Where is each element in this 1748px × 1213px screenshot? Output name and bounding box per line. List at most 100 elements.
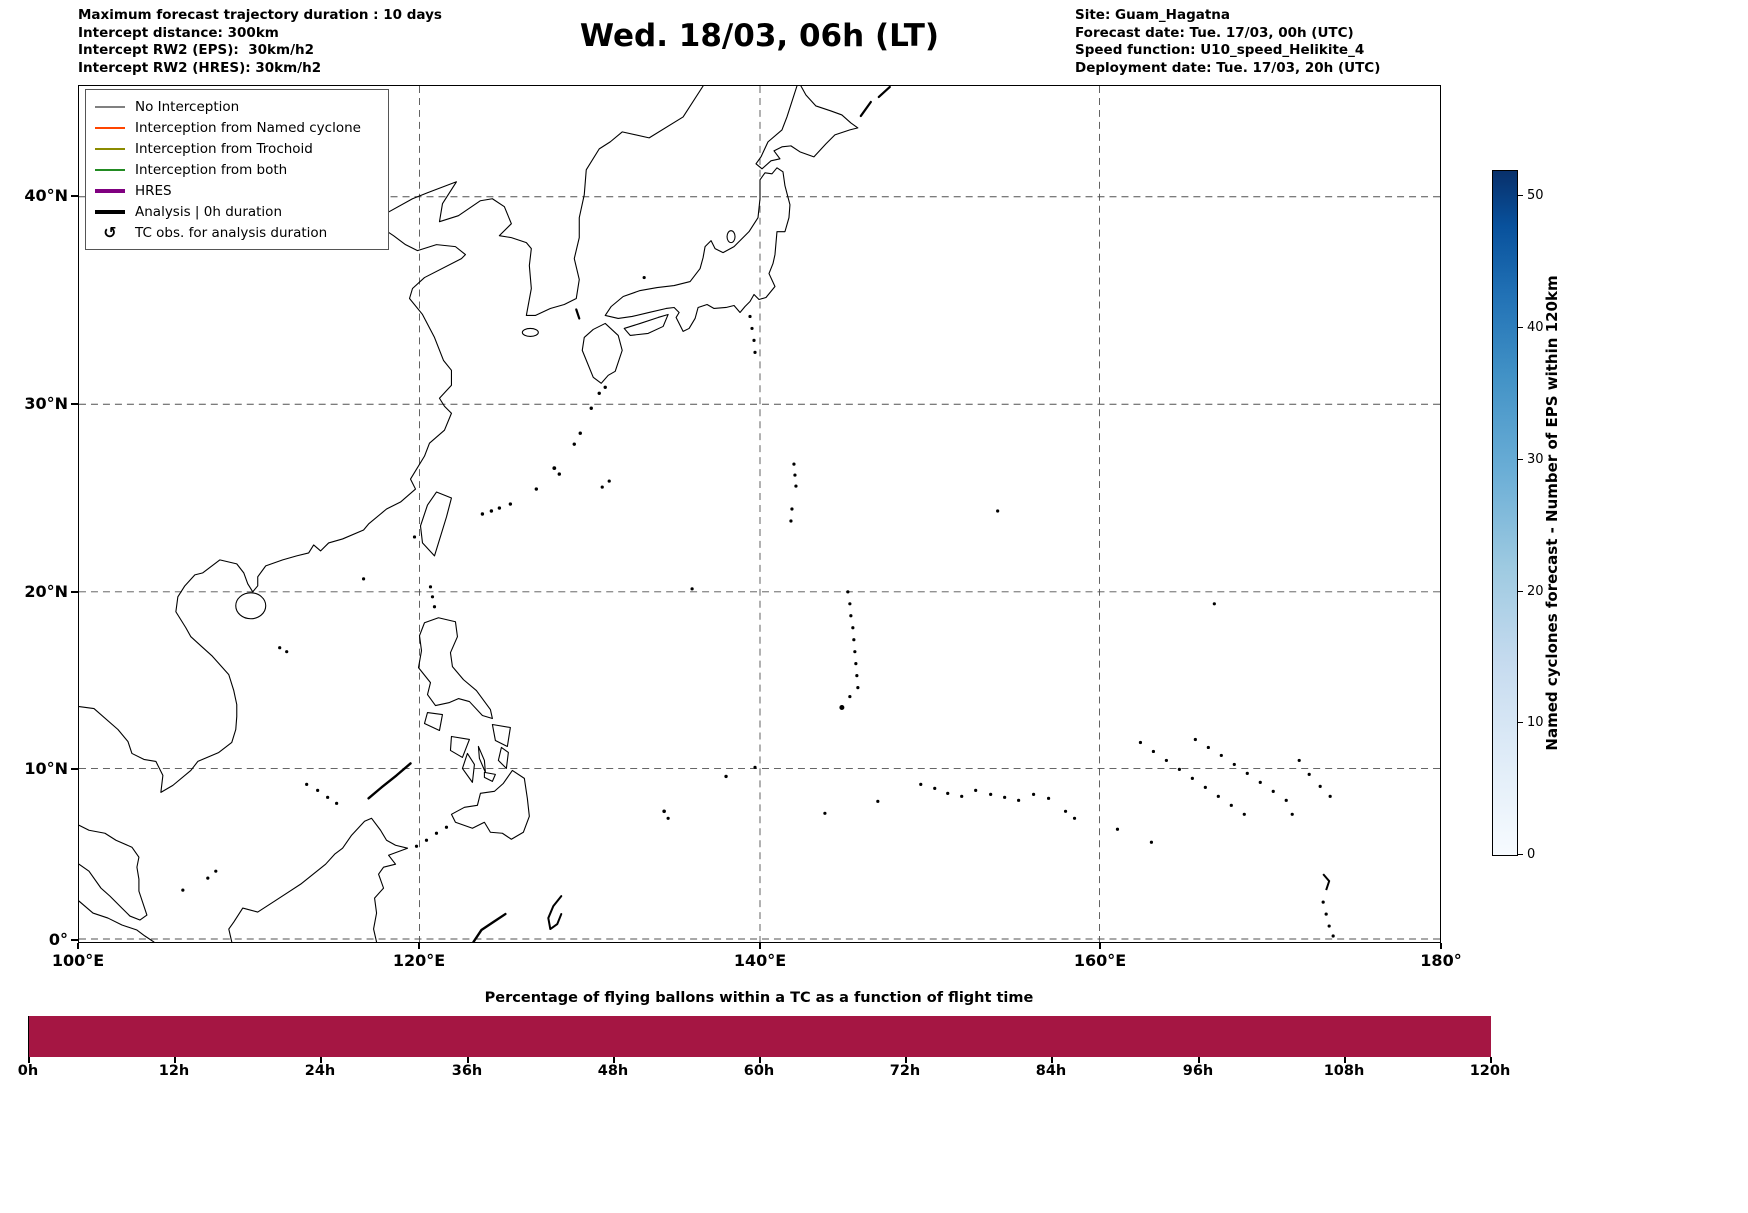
coastline-gilberts-squiggle <box>1322 873 1331 891</box>
legend-line-swatch <box>94 147 126 150</box>
y-tick-0: 0° <box>48 930 68 949</box>
coastline-shikoku <box>623 313 669 336</box>
colorbar-tick-20: 20 <box>1527 584 1544 599</box>
legend-item-no-interception: No Interception <box>94 96 380 117</box>
coastline-luzon <box>417 617 493 720</box>
legend-line-swatch <box>94 188 126 193</box>
coastline-asia-mainland <box>79 86 704 793</box>
coastline-kuril-islands <box>859 86 891 118</box>
x-tick-100e: 100°E <box>51 951 105 970</box>
colorbar-tick-40: 40 <box>1527 320 1544 335</box>
coastline-honshu <box>604 167 791 332</box>
coastline-palawan <box>367 762 412 800</box>
bottom-tickmark <box>1051 1057 1053 1063</box>
purple-line-icon <box>95 188 125 193</box>
y-tick-30n: 30°N <box>24 394 68 413</box>
coastline-sumatra <box>79 900 155 942</box>
bottom-tickmark <box>174 1057 176 1063</box>
coastline-jeju <box>521 327 539 337</box>
colorbar-tickmark <box>1518 722 1523 724</box>
coastline-samar <box>491 723 511 748</box>
coastline-mindanao <box>450 769 530 840</box>
x-tick-120e: 120°E <box>392 951 446 970</box>
coastline-sulawesi-arm <box>472 912 507 942</box>
x-tickmark <box>1440 943 1442 949</box>
coastline-kyushu <box>581 322 623 384</box>
colorbar-tick-50: 50 <box>1527 188 1544 203</box>
meta-forecast-date: Forecast date: Tue. 17/03, 00h (UTC) <box>1075 24 1354 41</box>
x-tickmark <box>759 943 761 949</box>
coastline-sado <box>726 230 736 244</box>
coastline-panay <box>449 735 470 758</box>
coastline-hokkaido <box>755 86 859 170</box>
coastlines <box>79 86 891 942</box>
bottom-tick-24h: 24h <box>304 1063 336 1079</box>
x-tickmark <box>1099 943 1101 949</box>
olive-line-icon <box>95 147 125 150</box>
bottom-tickmark <box>613 1057 615 1063</box>
colorbar-tickmark <box>1518 854 1523 856</box>
cyclone-symbol-icon: ↺ <box>103 222 117 242</box>
bottom-tickmark <box>905 1057 907 1063</box>
coastline-hainan <box>235 592 267 620</box>
bottom-tick-48h: 48h <box>597 1063 629 1079</box>
meta-deployment-date: Deployment date: Tue. 17/03, 20h (UTC) <box>1075 59 1381 76</box>
legend-item-hres: HRES <box>94 180 380 201</box>
meta-site: Site: Guam_Hagatna <box>1075 7 1231 23</box>
colorbar-tickmark <box>1518 195 1523 197</box>
figure-title: Wed. 18/03, 06h (LT) <box>579 18 940 54</box>
bottom-tickmark <box>467 1057 469 1063</box>
meta-speed-function: Speed function: U10_speed_Helikite_4 <box>1075 42 1365 58</box>
y-tickmark <box>71 768 78 770</box>
bottom-tick-120h: 120h <box>1469 1063 1511 1079</box>
map-legend: No Interception Interception from Named … <box>85 89 389 250</box>
y-tick-10n: 10°N <box>24 759 68 778</box>
legend-item-trochoid: Interception from Trochoid <box>94 138 380 159</box>
coastline-mindoro <box>423 711 444 732</box>
bottom-tick-108h: 108h <box>1323 1063 1365 1079</box>
bottom-tickmark <box>320 1057 322 1063</box>
legend-item-both: Interception from both <box>94 159 380 180</box>
legend-item-tc-obs: ↺ TC obs. for analysis duration <box>94 222 380 243</box>
green-line-icon <box>95 168 125 171</box>
legend-item-analysis: Analysis | 0h duration <box>94 201 380 222</box>
bottom-tickmark <box>759 1057 761 1063</box>
coastline-malay-peninsula <box>79 824 148 921</box>
bottom-tick-36h: 36h <box>451 1063 483 1079</box>
colorbar-label: Named cyclones forecast - Number of EPS … <box>1543 275 1561 751</box>
bottom-tick-12h: 12h <box>158 1063 190 1079</box>
x-tick-160e: 160°E <box>1073 951 1127 970</box>
y-tick-20n: 20°N <box>24 582 68 601</box>
colorbar-tickmark <box>1518 459 1523 461</box>
colorbar-tickmark <box>1518 327 1523 329</box>
y-tick-40n: 40°N <box>24 186 68 205</box>
colorbar-tick-10: 10 <box>1527 715 1544 730</box>
bottom-tick-84h: 84h <box>1035 1063 1067 1079</box>
param-intercept-distance: Intercept distance: 300km <box>78 24 279 41</box>
bottom-tick-96h: 96h <box>1182 1063 1214 1079</box>
legend-line-swatch <box>94 168 126 171</box>
colorbar-tick-30: 30 <box>1527 452 1544 467</box>
x-tickmark <box>418 943 420 949</box>
y-tickmark <box>71 939 78 941</box>
gray-line-icon <box>95 105 125 108</box>
coastline-borneo <box>228 817 409 942</box>
orange-line-icon <box>95 126 125 129</box>
y-tickmark <box>71 195 78 197</box>
coastline-halmahera <box>547 895 563 931</box>
y-tickmark <box>71 403 78 405</box>
colorbar <box>1492 170 1518 856</box>
legend-line-swatch <box>94 209 126 214</box>
run-metadata: Site: Guam_Hagatna Forecast date: Tue. 1… <box>1075 7 1380 77</box>
param-intercept-rw2-hres: Intercept RW2 (HRES): 30km/h2 <box>78 59 322 76</box>
coastline-negros <box>461 752 475 783</box>
coastline-leyte <box>497 746 509 769</box>
bottom-tickmark <box>1198 1057 1200 1063</box>
bottom-tick-72h: 72h <box>889 1063 921 1079</box>
bottom-tick-0h: 0h <box>17 1063 39 1079</box>
param-intercept-rw2-eps: Intercept RW2 (EPS): 30km/h2 <box>78 42 314 58</box>
coastline-bohol <box>483 771 496 782</box>
x-tick-180: 180° <box>1420 951 1462 970</box>
bottom-chart-bar <box>28 1016 1491 1057</box>
